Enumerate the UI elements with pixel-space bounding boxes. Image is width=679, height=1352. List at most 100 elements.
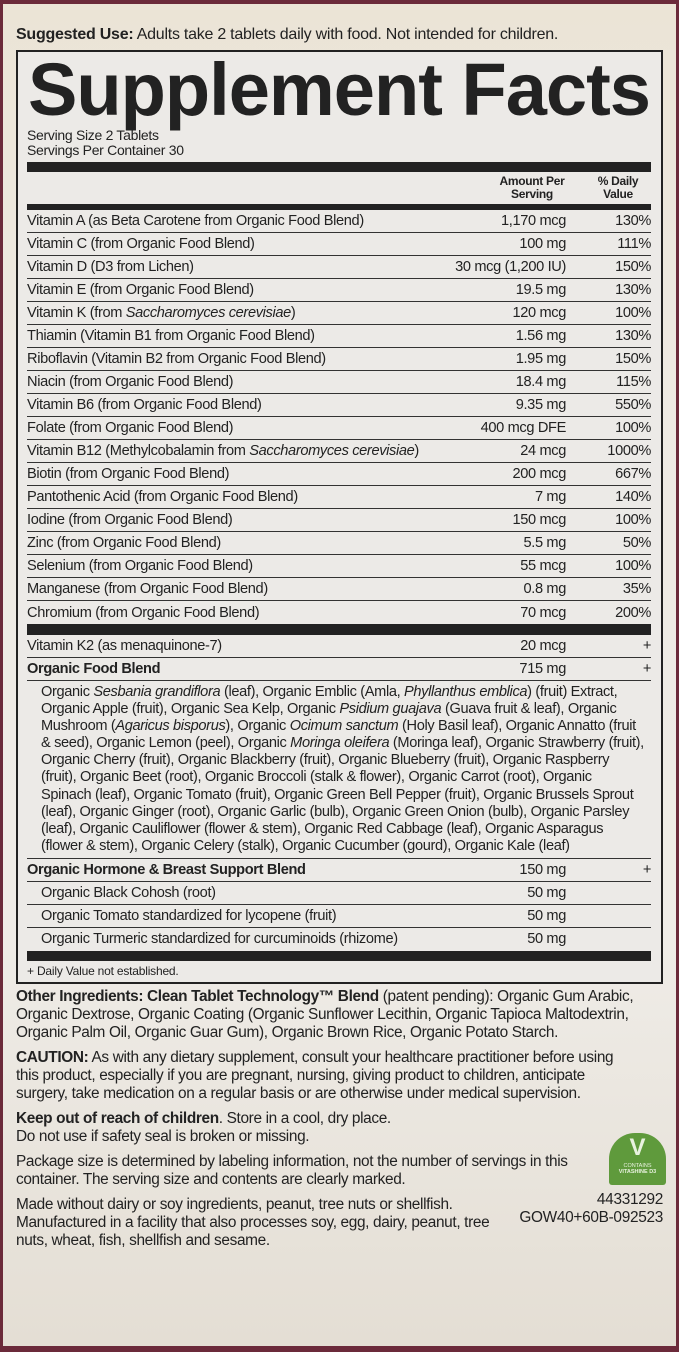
table-row: Organic Black Cohosh (root) 50 mg xyxy=(27,882,651,905)
nutrient-name: Organic Black Cohosh (root) xyxy=(27,885,517,901)
divider-thick xyxy=(27,950,651,961)
nutrient-table: Vitamin A (as Beta Carotene from Organic… xyxy=(27,210,651,624)
daily-value: 100% xyxy=(615,512,651,528)
text-segment: Biotin (from Organic Food Blend) xyxy=(27,466,230,482)
text-segment: Moringa oleifera xyxy=(290,735,390,752)
table-row: Chromium (from Organic Food Blend) 70 mcg… xyxy=(27,601,651,624)
amount: 9.35 mg xyxy=(515,397,567,413)
suggested-use-text: Adults take 2 tablets daily with food. N… xyxy=(133,26,559,43)
daily-value: 140% xyxy=(615,489,651,505)
nutrient-name: Niacin (from Organic Food Blend) xyxy=(27,374,506,390)
amount: 1.56 mg xyxy=(515,328,567,344)
nutrient-name: Iodine (from Organic Food Blend) xyxy=(27,512,502,528)
daily-value: 130% xyxy=(615,328,651,344)
text-segment: Organic Tomato standardized for lycopene… xyxy=(41,907,337,924)
page-title: Supplement Facts xyxy=(28,48,651,131)
text-segment: (Moringa leaf), Organic Strawberry (frui… xyxy=(41,735,644,854)
servings-per-container: Servings Per Container 30 xyxy=(27,142,184,158)
other-ingredients: Other Ingredients: Clean Tablet Technolo… xyxy=(16,988,636,1042)
daily-value: 150% xyxy=(615,259,651,275)
amount: 55 mcg xyxy=(520,558,566,574)
text-segment: Sesbania grandiflora xyxy=(93,684,221,700)
table-row: Vitamin K (from Saccharomyces cerevisiae… xyxy=(27,302,651,325)
food-blend-ingredients: Organic Sesbania grandiflora (leaf), Org… xyxy=(27,681,651,859)
amount: 5.5 mg xyxy=(523,535,566,551)
nutrient-name: Vitamin D (D3 from Lichen) xyxy=(27,259,445,275)
nutrient-name: Manganese (from Organic Food Blend) xyxy=(27,581,513,597)
other-ingredients-label: Other Ingredients: Clean Tablet Technolo… xyxy=(16,987,379,1005)
text-segment: Vitamin E (from Organic Food Blend) xyxy=(27,282,254,298)
table-row: Vitamin D (D3 from Lichen) 30 mcg (1,200 … xyxy=(27,256,651,279)
amount: 400 mcg DFE xyxy=(480,420,567,436)
text-segment: Chromium (from Organic Food Blend) xyxy=(27,604,260,621)
text-segment: (Guava fruit & leaf), Organic Mushroom ( xyxy=(41,701,617,735)
table-row: Folate (from Organic Food Blend) 400 mcg … xyxy=(27,417,651,440)
daily-value: + xyxy=(642,661,652,677)
text-segment: Organic xyxy=(41,684,94,700)
suggested-use-label: Suggested Use: xyxy=(16,26,134,43)
daily-value: 115% xyxy=(616,374,651,390)
text-segment: Organic Food Blend xyxy=(27,661,161,677)
package-note: Package size is determined by labeling i… xyxy=(16,1152,568,1188)
table-row: Manganese (from Organic Food Blend) 0.8 m… xyxy=(27,578,651,601)
product-code: 44331292 xyxy=(596,1190,663,1208)
text-segment: Psidium guajava xyxy=(339,701,442,718)
nutrient-name: Vitamin B6 (from Organic Food Blend) xyxy=(27,397,506,413)
amount: 19.5 mg xyxy=(515,282,567,298)
v-logo-icon: V xyxy=(629,1133,646,1161)
text-segment: (leaf), Organic Emblic (Amla, xyxy=(220,684,405,700)
safety-seal-note: Do not use if safety seal is broken or m… xyxy=(16,1127,310,1145)
nutrient-name: Organic Turmeric standardized for curcum… xyxy=(27,931,517,947)
text-segment: ) (fruit) Extract, Organic Apple (fruit)… xyxy=(41,684,618,718)
daily-value: 130% xyxy=(615,213,651,229)
table-row: Organic Hormone & Breast Support Blend 15… xyxy=(27,859,651,882)
amount: 18.4 mg xyxy=(515,374,567,390)
divider-medium xyxy=(27,204,651,210)
amount: 200 mcg xyxy=(512,466,566,482)
text-segment: Agaricus bisporus xyxy=(115,718,226,735)
text-segment: ) xyxy=(290,305,296,321)
nutrient-name: Folate (from Organic Food Blend) xyxy=(27,420,471,436)
amount: 1.95 mg xyxy=(515,351,567,367)
blend-table: Vitamin K2 (as menaquinone-7) 20 mcg + Orga… xyxy=(27,635,651,951)
label-panel: Suggested Use: Adults take 2 tablets dai… xyxy=(3,4,676,1346)
text-segment: Vitamin B12 (Methylcobalamin from xyxy=(27,443,250,459)
text-segment: Iodine (from Organic Food Blend) xyxy=(27,512,233,528)
table-row: Vitamin B6 (from Organic Food Blend) 9.35… xyxy=(27,394,651,417)
table-row: Vitamin A (as Beta Carotene from Organic… xyxy=(27,210,651,233)
table-row: Organic Tomato standardized for lycopene… xyxy=(27,905,651,928)
table-row: Vitamin E (from Organic Food Blend) 19.5 … xyxy=(27,279,651,302)
daily-value: + xyxy=(642,638,652,654)
text-segment: Organic Turmeric standardized for curcum… xyxy=(41,931,398,948)
amount: 120 mcg xyxy=(512,305,566,321)
table-row: Niacin (from Organic Food Blend) 18.4 mg 1… xyxy=(27,371,651,394)
nutrient-name: Vitamin K2 (as menaquinone-7) xyxy=(27,638,510,654)
amount: 0.8 mg xyxy=(523,581,566,597)
amount-header: Amount Per Serving xyxy=(499,174,565,201)
table-row: Organic Turmeric standardized for curcum… xyxy=(27,928,651,951)
text-segment: Niacin (from Organic Food Blend) xyxy=(27,374,234,390)
text-segment: Organic Hormone & Breast Support Blend xyxy=(27,861,306,878)
amount: 50 mg xyxy=(527,907,566,924)
text-segment: Phyllanthus emblica xyxy=(404,684,528,700)
daily-value: 150% xyxy=(615,351,651,367)
badge-line1: CONTAINS xyxy=(623,1162,652,1169)
caution: CAUTION: As with any dietary supplement,… xyxy=(16,1049,636,1103)
nutrient-name: Chromium (from Organic Food Blend) xyxy=(27,605,510,621)
caution-label: CAUTION: xyxy=(16,1048,89,1066)
product-codes: 44331292 GOW40+60B-092523 xyxy=(519,1191,663,1227)
daily-value: 35% xyxy=(622,581,652,597)
nutrient-name: Vitamin C (from Organic Food Blend) xyxy=(27,236,509,252)
text-segment: ), Organic xyxy=(225,718,290,735)
text-segment: Vitamin D (D3 from Lichen) xyxy=(27,259,194,275)
amount: 100 mg xyxy=(519,236,566,252)
amount: 70 mcg xyxy=(520,604,566,621)
nutrient-name: Pantothenic Acid (from Organic Food Blen… xyxy=(27,489,525,505)
text-segment: Organic Black Cohosh (root) xyxy=(41,884,216,901)
text-segment: Vitamin B6 (from Organic Food Blend) xyxy=(27,397,262,413)
serving-size: Serving Size 2 Tablets xyxy=(27,127,159,143)
text-segment: Folate (from Organic Food Blend) xyxy=(27,420,234,436)
daily-value: 130% xyxy=(615,282,651,298)
amount: 24 mcg xyxy=(520,443,566,459)
nutrient-name: Biotin (from Organic Food Blend) xyxy=(27,466,502,482)
